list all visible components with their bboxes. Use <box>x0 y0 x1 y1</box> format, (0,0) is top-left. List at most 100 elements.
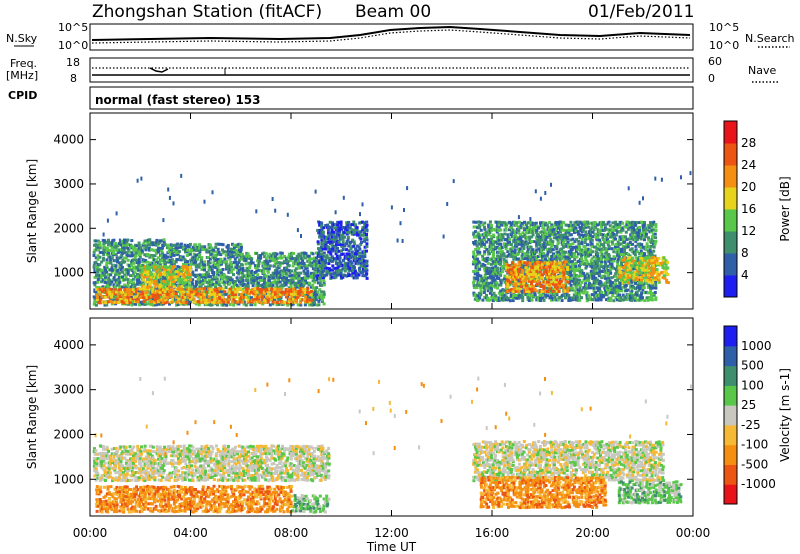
heatmap-cell <box>330 223 334 227</box>
heatmap-cell <box>355 272 359 276</box>
heatmap-cell <box>230 295 234 299</box>
heatmap-cell <box>96 270 100 274</box>
heatmap-cell <box>546 225 550 229</box>
heatmap-cell <box>137 257 141 261</box>
heatmap-cell <box>576 269 580 272</box>
heatmap-cell <box>491 262 495 266</box>
heatmap-cell <box>325 271 329 275</box>
heatmap-cell <box>577 291 580 295</box>
heatmap-cell <box>475 283 479 287</box>
heatmap-cell <box>203 260 207 264</box>
heatmap-cell <box>316 242 320 246</box>
heatmap-cell <box>306 287 310 291</box>
heatmap-cell <box>599 262 603 265</box>
heatmap-cell <box>276 280 280 284</box>
heatmap-cell <box>144 275 148 278</box>
heatmap-cell <box>217 280 221 284</box>
heatmap-cell <box>599 243 603 246</box>
heatmap-cell <box>490 293 494 297</box>
heatmap-cell <box>357 273 361 277</box>
heatmap-cell <box>357 233 361 236</box>
heatmap-cell <box>250 287 254 291</box>
heatmap-cell <box>235 283 239 287</box>
heatmap-cell <box>365 223 369 227</box>
heatmap-cell <box>535 248 539 252</box>
heatmap-cell <box>520 254 524 258</box>
heatmap-cell <box>526 276 530 280</box>
heatmap-cell <box>284 271 288 275</box>
heatmap-cell <box>584 266 588 270</box>
heatmap-cell <box>234 252 238 256</box>
heatmap-cell <box>170 246 173 250</box>
heatmap-cell <box>237 242 241 246</box>
heatmap-cell <box>553 274 557 278</box>
heatmap-cell <box>529 257 533 261</box>
heatmap-cell <box>345 274 349 278</box>
heatmap-cell <box>587 294 591 298</box>
heatmap-cell <box>163 301 167 305</box>
heatmap-cell <box>587 250 591 254</box>
heatmap-cell <box>282 260 286 264</box>
heatmap-cell <box>359 271 363 275</box>
heatmap-cell <box>187 279 191 283</box>
heatmap-cell <box>174 296 178 299</box>
heatmap-cell <box>203 292 207 296</box>
heatmap-cell <box>555 247 559 251</box>
heatmap-cell <box>140 273 144 277</box>
heatmap-cell <box>176 300 180 304</box>
heatmap-cell <box>216 287 220 291</box>
heatmap-cell <box>632 267 636 271</box>
heatmap-cell <box>288 293 291 297</box>
heatmap-cell <box>158 246 162 250</box>
heatmap-cell <box>320 254 324 258</box>
heatmap-cell <box>236 250 240 254</box>
heatmap-cell <box>612 225 616 229</box>
heatmap-cell <box>553 298 557 302</box>
heatmap-cell <box>210 246 214 250</box>
heatmap-cell <box>553 257 557 260</box>
heatmap-cell <box>287 281 291 285</box>
heatmap-cell <box>273 287 277 291</box>
heatmap-cell <box>363 269 367 273</box>
heatmap-cell <box>517 237 521 241</box>
heatmap-cell <box>535 237 539 241</box>
heatmap-cell <box>218 296 221 300</box>
heatmap-cell <box>503 274 507 278</box>
heatmap-cell <box>300 279 304 283</box>
heatmap-cell <box>626 288 630 292</box>
heatmap-cell <box>511 228 515 232</box>
heatmap-cell <box>542 226 546 230</box>
heatmap-cell <box>336 226 340 230</box>
heatmap-cell <box>296 296 299 299</box>
heatmap-cell <box>477 298 481 302</box>
heatmap-cell <box>232 246 236 250</box>
heatmap-cell <box>219 297 223 301</box>
heatmap-cell <box>327 262 331 265</box>
heatmap-cell <box>142 300 146 303</box>
heatmap-cell <box>480 264 483 268</box>
heatmap-cell <box>542 221 546 225</box>
heatmap-cell <box>303 264 306 268</box>
heatmap-cell <box>341 237 345 241</box>
heatmap-cell <box>118 286 122 289</box>
heatmap-cell <box>630 247 634 251</box>
heatmap-cell <box>234 295 238 299</box>
heatmap-cell <box>623 225 627 229</box>
heatmap-cell <box>250 269 254 273</box>
heatmap-cell <box>248 292 252 296</box>
heatmap-cell <box>639 286 643 289</box>
heatmap-cell <box>474 248 478 251</box>
heatmap-cell <box>208 246 212 250</box>
heatmap-cell <box>189 285 193 288</box>
heatmap-cell <box>495 281 499 285</box>
heatmap-cell <box>270 287 274 291</box>
heatmap-cell <box>321 269 325 273</box>
heatmap-cell <box>517 279 521 282</box>
heatmap-cell <box>322 283 326 287</box>
heatmap-cell <box>347 220 351 224</box>
heatmap-cell <box>614 272 618 276</box>
heatmap-cell <box>486 250 490 254</box>
heatmap-cell <box>162 285 166 289</box>
heatmap-cell <box>323 240 327 244</box>
heatmap-cell <box>615 298 619 302</box>
